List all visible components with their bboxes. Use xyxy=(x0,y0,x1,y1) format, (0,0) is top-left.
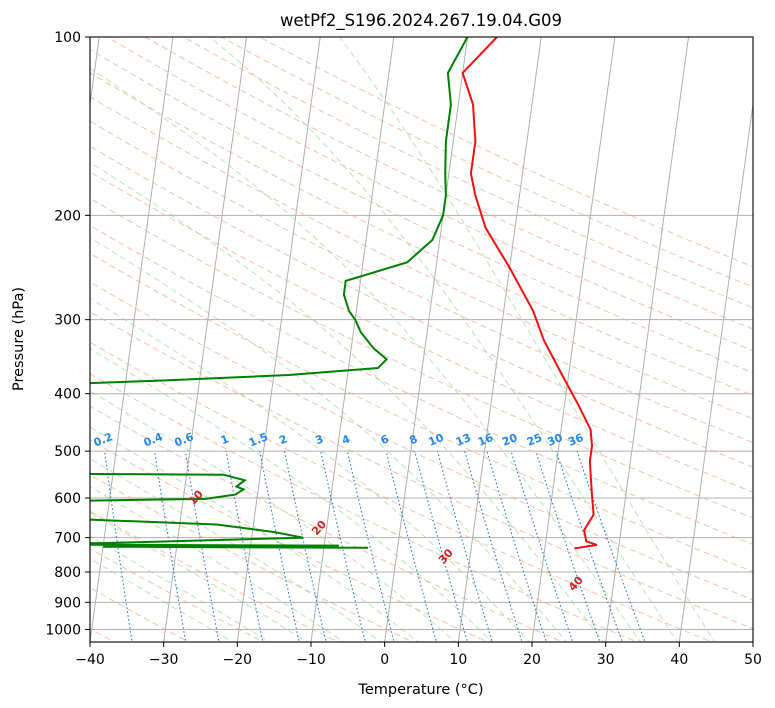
dry-adiabat xyxy=(90,510,340,642)
mixing-ratio-label: 10 xyxy=(427,431,446,449)
y-tick-label: 800 xyxy=(54,565,81,581)
x-tick-label: −30 xyxy=(149,652,179,668)
moist-adiabat xyxy=(90,511,308,642)
moist-adiabat xyxy=(90,348,494,642)
x-tick-label: −20 xyxy=(223,652,253,668)
dry-adiabat xyxy=(90,405,564,642)
chart-title: wetPf2_S196.2024.267.19.04.G09 xyxy=(280,11,562,31)
mixing-ratio-label: 3 xyxy=(313,432,325,447)
dry-adiabat xyxy=(90,474,415,642)
sounding-profile xyxy=(90,472,248,502)
moist-adiabat xyxy=(90,457,382,642)
mixing-ratio-line xyxy=(436,450,493,642)
y-tick-label: 700 xyxy=(54,531,81,547)
isotherm-gridline xyxy=(236,37,321,642)
mixing-ratio-label: 36 xyxy=(566,431,585,449)
mixing-ratio-line xyxy=(414,450,469,642)
y-tick-label: 400 xyxy=(54,387,81,403)
isotherm-gridline xyxy=(384,37,469,642)
y-tick-label: 500 xyxy=(54,444,81,460)
sounding-profile xyxy=(90,518,369,549)
dry-adiabat xyxy=(90,197,753,519)
isotherm-gridline xyxy=(457,37,542,642)
mixing-ratio-line xyxy=(464,450,523,642)
mixing-ratio-line xyxy=(385,450,437,642)
x-tick-label: −40 xyxy=(75,652,105,668)
mixing-ratio-line xyxy=(320,450,366,642)
dry-adiabat xyxy=(90,120,753,444)
y-axis-label: Pressure (hPa) xyxy=(11,287,27,391)
isotherm-gridline xyxy=(310,37,395,642)
y-tick-label: 300 xyxy=(54,313,81,329)
sounding-profile xyxy=(461,37,598,550)
y-tick-label: 1000 xyxy=(45,622,81,638)
dry-adiabat xyxy=(90,252,753,573)
dry-adiabat xyxy=(90,171,753,493)
x-tick-label: −10 xyxy=(296,652,326,668)
moist-adiabat xyxy=(90,558,234,642)
y-tick-label: 600 xyxy=(54,491,81,507)
mixing-ratio-line xyxy=(184,451,220,642)
dry-adiabat xyxy=(90,224,753,546)
mixing-ratio-label: 30 xyxy=(545,431,564,449)
mixing-ratio-line xyxy=(555,450,623,642)
x-tick-label: 10 xyxy=(449,652,467,668)
mixing-ratio-line xyxy=(153,451,187,642)
mixing-ratio-label: 8 xyxy=(407,432,419,447)
dry-adiabat xyxy=(182,37,753,309)
y-tick-label: 100 xyxy=(54,30,81,46)
x-tick-label: 40 xyxy=(670,652,688,668)
moist-adiabat xyxy=(90,297,531,642)
moist-adiabat xyxy=(90,67,642,642)
moist-adiabat xyxy=(90,161,605,642)
mixing-ratio-line xyxy=(346,450,395,642)
isotherm-gridline xyxy=(90,37,174,642)
x-tick-label: 30 xyxy=(597,652,615,668)
y-tick-label: 900 xyxy=(54,595,81,611)
mixing-ratio-line xyxy=(486,450,547,642)
moist-adiabat xyxy=(209,37,679,642)
isotherm-gridline xyxy=(605,37,690,642)
plot-frame xyxy=(89,36,754,643)
dry-adiabat xyxy=(90,548,265,642)
moist-adiabat xyxy=(90,535,271,642)
moist-adiabat xyxy=(339,37,715,642)
x-tick-label: 0 xyxy=(380,652,389,668)
mixing-ratio-label: 20 xyxy=(500,431,519,449)
dry-adiabat xyxy=(90,281,753,601)
mixing-ratio-label: 13 xyxy=(454,431,473,449)
mixing-ratio-line xyxy=(576,450,646,642)
y-tick-label: 200 xyxy=(54,208,81,224)
moist-adiabat xyxy=(90,390,456,642)
dry-adiabat xyxy=(90,439,489,642)
mixing-ratio-label: 2 xyxy=(277,432,289,447)
sounding-profile xyxy=(90,37,469,385)
mixing-ratio-label: 25 xyxy=(525,431,544,449)
x-tick-label: 20 xyxy=(523,652,541,668)
mixing-ratio-label: 1 xyxy=(219,432,231,447)
mixing-ratio-line xyxy=(259,450,300,642)
isotherm-gridline xyxy=(90,37,100,108)
dry-adiabat xyxy=(144,37,753,330)
dry-adiabat xyxy=(90,72,753,397)
x-tick-label: 50 xyxy=(744,652,762,668)
dry-adiabat xyxy=(90,48,753,374)
mixing-ratio-label: 16 xyxy=(476,431,495,449)
mixing-ratio-line xyxy=(283,450,327,642)
moist-adiabat xyxy=(90,426,419,642)
mixing-ratio-line xyxy=(510,450,574,642)
mixing-ratio-line xyxy=(535,450,601,642)
isotherm-gridline xyxy=(531,37,616,642)
x-axis-label: Temperature (°C) xyxy=(357,682,483,698)
dry-adiabat xyxy=(90,311,753,630)
dry-adiabat xyxy=(90,341,714,642)
